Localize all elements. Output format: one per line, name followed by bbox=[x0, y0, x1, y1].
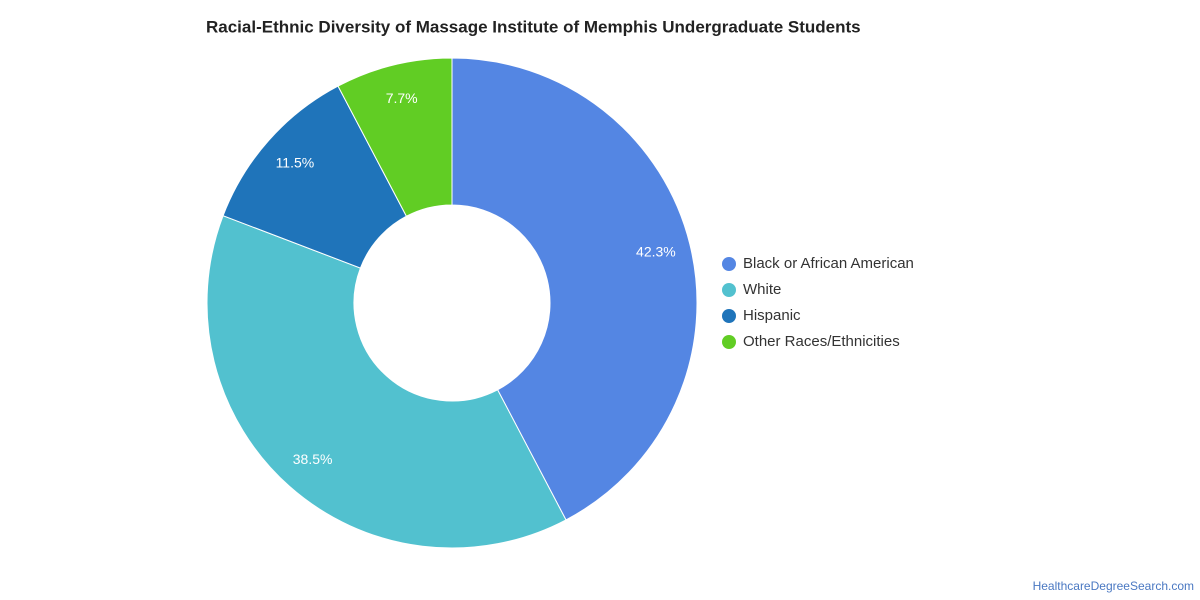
credit[interactable]: HealthcareDegreeSearch.com bbox=[1033, 579, 1194, 593]
legend-label: Hispanic bbox=[743, 307, 801, 324]
data-label: 38.5% bbox=[293, 451, 333, 467]
legend-label: Black or African American bbox=[743, 255, 914, 272]
data-label: 7.7% bbox=[386, 90, 418, 106]
legend-label: Other Races/Ethnicities bbox=[743, 333, 900, 350]
legend-marker bbox=[722, 309, 736, 323]
data-label: 11.5% bbox=[276, 154, 315, 170]
donut-slice bbox=[451, 57, 698, 521]
legend-marker bbox=[722, 283, 736, 297]
data-label: 42.3% bbox=[636, 243, 676, 259]
donut-slice bbox=[337, 57, 453, 217]
chart-title: Racial-Ethnic Diversity of Massage Insti… bbox=[206, 17, 861, 36]
donut-slice bbox=[206, 215, 567, 549]
legend-marker bbox=[722, 335, 736, 349]
legend-label: White bbox=[743, 281, 781, 298]
donut-slice bbox=[222, 85, 408, 269]
legend-marker bbox=[722, 257, 736, 271]
